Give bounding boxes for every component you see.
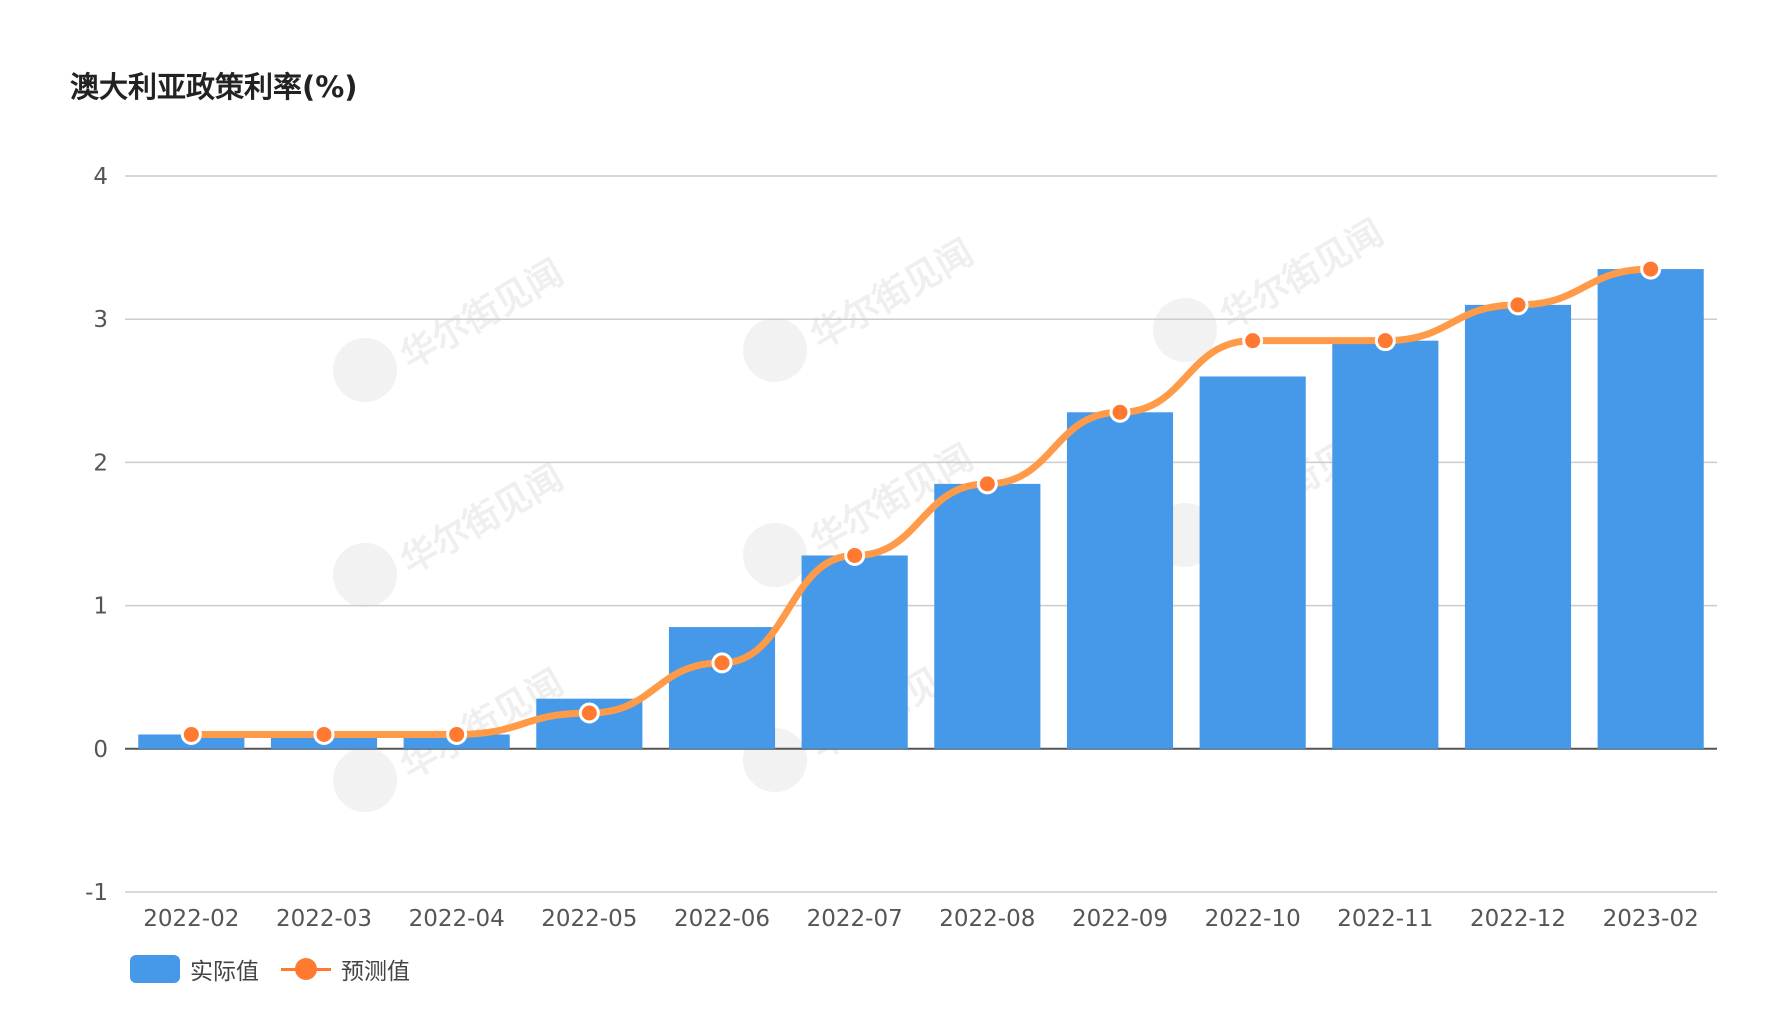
forecast-point xyxy=(844,544,866,566)
forecast-point xyxy=(1374,330,1396,352)
watermark-logo xyxy=(743,523,807,587)
bar xyxy=(1464,304,1572,749)
x-tick-label: 2022-05 xyxy=(541,906,637,932)
x-tick-label: 2022-04 xyxy=(409,906,505,932)
legend: 实际值 预测值 xyxy=(130,952,410,986)
legend-label-actual[interactable]: 实际值 xyxy=(190,959,259,985)
bar xyxy=(934,483,1041,749)
watermark-logo xyxy=(333,338,397,402)
watermark-text: 华尔街见闻 xyxy=(804,232,980,358)
forecast-point xyxy=(578,702,600,724)
x-tick-label: 2022-12 xyxy=(1470,906,1566,932)
y-tick-label: 2 xyxy=(93,450,108,476)
forecast-point xyxy=(313,723,335,745)
bar xyxy=(1332,340,1439,749)
forecast-point xyxy=(976,473,998,495)
watermark-logo xyxy=(1153,298,1217,362)
x-tick-label: 2022-11 xyxy=(1337,906,1433,932)
watermark-text: 华尔街见闻 xyxy=(394,252,570,378)
watermark-logo xyxy=(743,318,807,382)
legend-line-swatch[interactable] xyxy=(281,955,331,983)
bar xyxy=(1597,269,1704,749)
y-tick-label: 1 xyxy=(93,594,108,620)
y-tick-label: -1 xyxy=(85,880,108,906)
y-tick-label: 3 xyxy=(93,307,108,333)
bar xyxy=(1066,412,1174,749)
forecast-point xyxy=(1640,258,1662,280)
bar xyxy=(1199,376,1306,749)
chart-title: 澳大利亚政策利率(%) xyxy=(70,70,358,104)
x-tick-label: 2022-02 xyxy=(143,906,239,932)
legend-label-forecast[interactable]: 预测值 xyxy=(341,959,410,985)
forecast-point xyxy=(446,723,468,745)
bar xyxy=(801,555,908,749)
y-tick-label: 4 xyxy=(93,164,108,190)
watermark-text: 华尔街见闻 xyxy=(394,457,570,583)
watermark-logo xyxy=(333,543,397,607)
forecast-point xyxy=(1242,330,1264,352)
x-tick-label: 2022-10 xyxy=(1205,906,1301,932)
watermark-logo xyxy=(333,748,397,812)
legend-bar-swatch[interactable] xyxy=(130,955,180,983)
forecast-point xyxy=(711,652,733,674)
x-tick-label: 2022-08 xyxy=(939,906,1035,932)
x-tick-label: 2023-02 xyxy=(1603,906,1699,932)
forecast-point xyxy=(1109,401,1131,423)
forecast-point xyxy=(1507,294,1529,316)
x-tick-label: 2022-07 xyxy=(807,906,903,932)
y-tick-label: 0 xyxy=(93,737,108,763)
x-tick-label: 2022-03 xyxy=(276,906,372,932)
x-tick-label: 2022-06 xyxy=(674,906,770,932)
forecast-point xyxy=(180,723,202,745)
x-tick-label: 2022-09 xyxy=(1072,906,1168,932)
